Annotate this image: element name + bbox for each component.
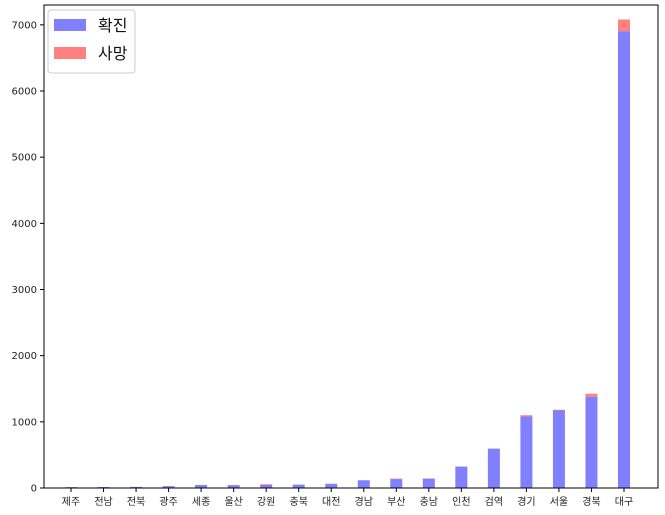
- bar-confirmed: [422, 478, 435, 488]
- x-axis-ticks: 제주 전남 전북 광주 세종 울산 강원 충북 대전 경남 부산 충남 인천 검역 경기 서울 경북 대구: [62, 488, 633, 508]
- plot-frame: [43, 4, 659, 489]
- bar-confirmed: [292, 484, 305, 488]
- y-tick-label: 2000: [12, 351, 37, 362]
- x-tick-label: 제주: [62, 496, 80, 508]
- y-axis-ticks: 0 1000 2000 3000 4000 5000 6000 7000: [12, 20, 44, 495]
- x-tick-label: 전북: [127, 496, 145, 508]
- bar-confirmed: [162, 486, 175, 488]
- bar-group: [65, 19, 630, 488]
- y-tick-label: 4000: [12, 219, 37, 230]
- bar-confirmed: [227, 485, 240, 488]
- bar-confirmed: [520, 416, 533, 488]
- bar-confirmed: [195, 484, 208, 488]
- bar-confirmed: [455, 466, 468, 488]
- y-tick-label: 1000: [12, 417, 37, 428]
- bar-deaths: [227, 484, 240, 486]
- x-tick-label: 인천: [452, 496, 470, 508]
- x-tick-label: 세종: [192, 496, 210, 508]
- bar-confirmed: [487, 448, 500, 488]
- bar-deaths: [520, 415, 533, 417]
- x-tick-label: 전남: [94, 496, 112, 508]
- x-tick-label: 검역: [485, 496, 503, 508]
- x-tick-label: 울산: [224, 496, 242, 508]
- y-tick-label: 0: [31, 484, 37, 495]
- x-tick-label: 광주: [159, 496, 177, 508]
- legend-swatch-deaths: [54, 47, 86, 59]
- bar-deaths: [585, 393, 598, 397]
- x-tick-label: 경기: [517, 495, 535, 508]
- bar-deaths: [390, 478, 403, 480]
- bar-confirmed: [260, 484, 273, 488]
- bar-confirmed: [357, 480, 370, 488]
- y-tick-label: 7000: [12, 20, 37, 31]
- x-tick-label: 강원: [257, 496, 275, 508]
- legend-label-deaths: 사망: [98, 44, 128, 63]
- x-tick-label: 경남: [355, 495, 373, 508]
- legend: 확진 사망: [47, 9, 136, 74]
- y-tick-label: 3000: [12, 285, 37, 296]
- x-tick-label: 부산: [387, 496, 405, 508]
- legend-swatch-confirmed: [54, 19, 86, 31]
- x-tick-label: 대전: [322, 496, 340, 508]
- bar-deaths: [618, 19, 630, 32]
- x-tick-label: 서울: [550, 496, 568, 508]
- x-tick-label: 대구: [615, 496, 633, 508]
- bar-confirmed: [325, 483, 338, 488]
- bar-confirmed: [130, 486, 143, 488]
- bar-confirmed: [390, 478, 403, 488]
- bar-confirmed: [618, 31, 630, 488]
- x-tick-label: 충북: [290, 496, 308, 508]
- bar-deaths: [552, 409, 565, 411]
- bar-confirmed: [585, 396, 598, 488]
- bar-deaths: [260, 484, 273, 485]
- y-tick-label: 5000: [12, 153, 37, 164]
- legend-label-confirmed: 확진: [98, 16, 127, 35]
- y-tick-label: 6000: [12, 87, 37, 98]
- x-tick-label: 충남: [420, 496, 438, 508]
- x-tick-label: 경북: [582, 495, 600, 508]
- bar-confirmed: [552, 409, 565, 488]
